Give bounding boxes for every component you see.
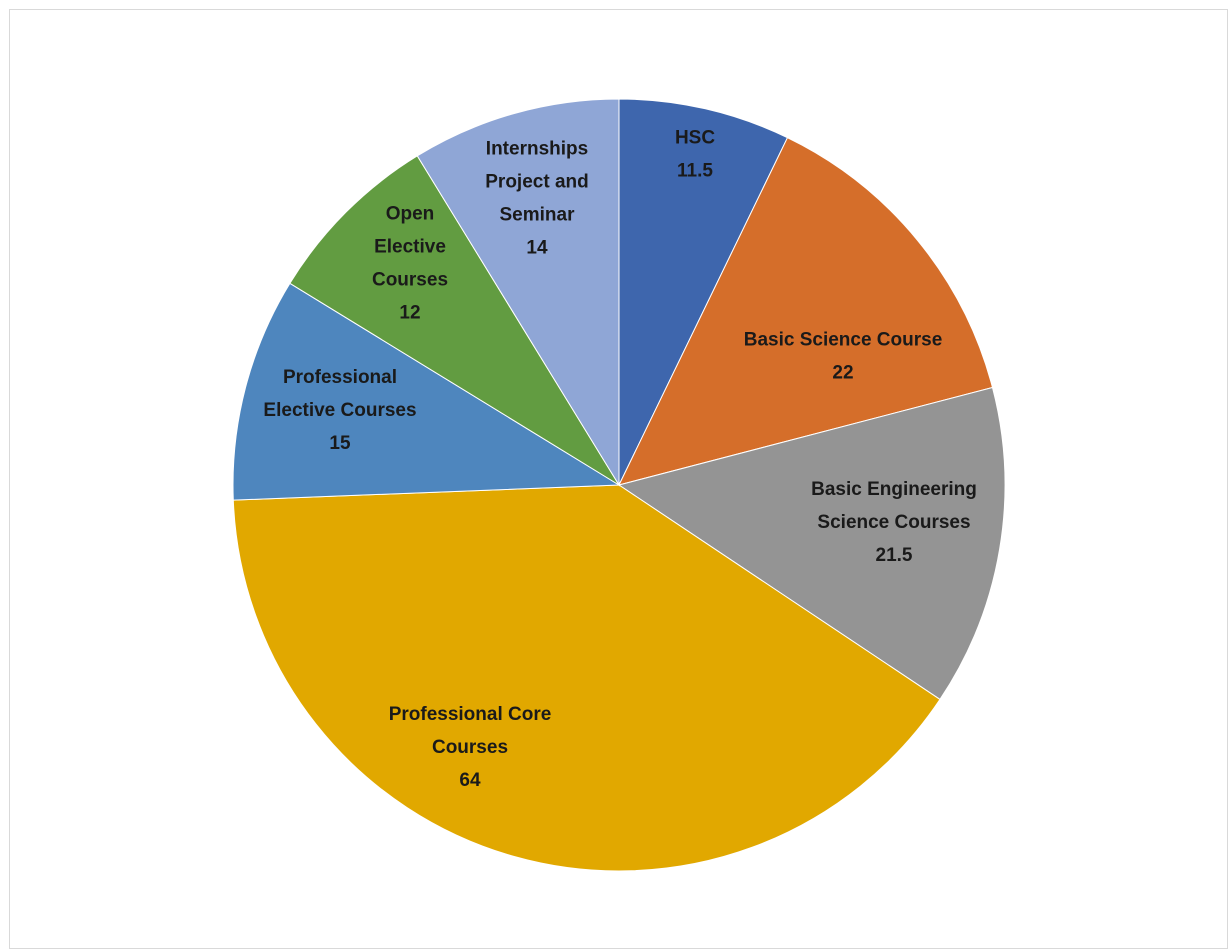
slice-category-label: Seminar xyxy=(500,205,576,226)
slice-category-label: Courses xyxy=(372,270,448,291)
slice-label: Basic Science Course 22 xyxy=(744,330,943,384)
slice-value-label: 15 xyxy=(329,433,351,454)
pie-slice xyxy=(618,98,789,486)
pie-slice xyxy=(232,484,941,872)
slice-category-label: Courses xyxy=(432,737,508,758)
slice-category-label: Open xyxy=(386,204,435,225)
slice-label: Basic Engineering Science Courses 21.5 xyxy=(811,479,977,566)
slice-label: Professional Core Courses 64 xyxy=(389,704,552,791)
slice-category-label: Professional Core xyxy=(389,704,552,725)
slice-category-label: Elective xyxy=(374,237,446,258)
pie-slice xyxy=(232,282,621,501)
slice-category-label: Professional xyxy=(283,367,397,388)
slice-value-label: 14 xyxy=(526,238,548,259)
pie-slice xyxy=(416,98,620,487)
slice-value-label: 12 xyxy=(399,303,420,324)
labels-layer: HSC 11.5 Basic Science Course 22 Basic Engin… xyxy=(263,128,976,792)
slice-value-label: 64 xyxy=(459,770,481,791)
slice-category-label: Basic Science Course xyxy=(744,330,943,351)
pie-slice xyxy=(618,137,994,486)
slice-value-label: 11.5 xyxy=(677,161,713,182)
slice-category-label: Internships xyxy=(486,139,588,160)
slice-value-label: 21.5 xyxy=(876,545,913,566)
slice-label: HSC 11.5 xyxy=(675,128,715,182)
pie-slice xyxy=(617,386,1006,701)
slice-category-label: HSC xyxy=(675,128,715,149)
slice-category-label: Project and xyxy=(485,172,588,193)
slice-value-label: 22 xyxy=(832,363,853,384)
slice-category-label: Science Courses xyxy=(817,512,970,533)
slice-label: Internships Project and Seminar 14 xyxy=(485,139,588,259)
slice-label: Open Elective Courses 12 xyxy=(372,204,448,324)
slice-category-label: Basic Engineering xyxy=(811,479,977,500)
pie-slice xyxy=(289,155,620,486)
slices-layer xyxy=(232,98,1006,872)
slice-label: Professional Elective Courses 15 xyxy=(263,367,416,454)
slice-category-label: Elective Courses xyxy=(263,400,416,421)
